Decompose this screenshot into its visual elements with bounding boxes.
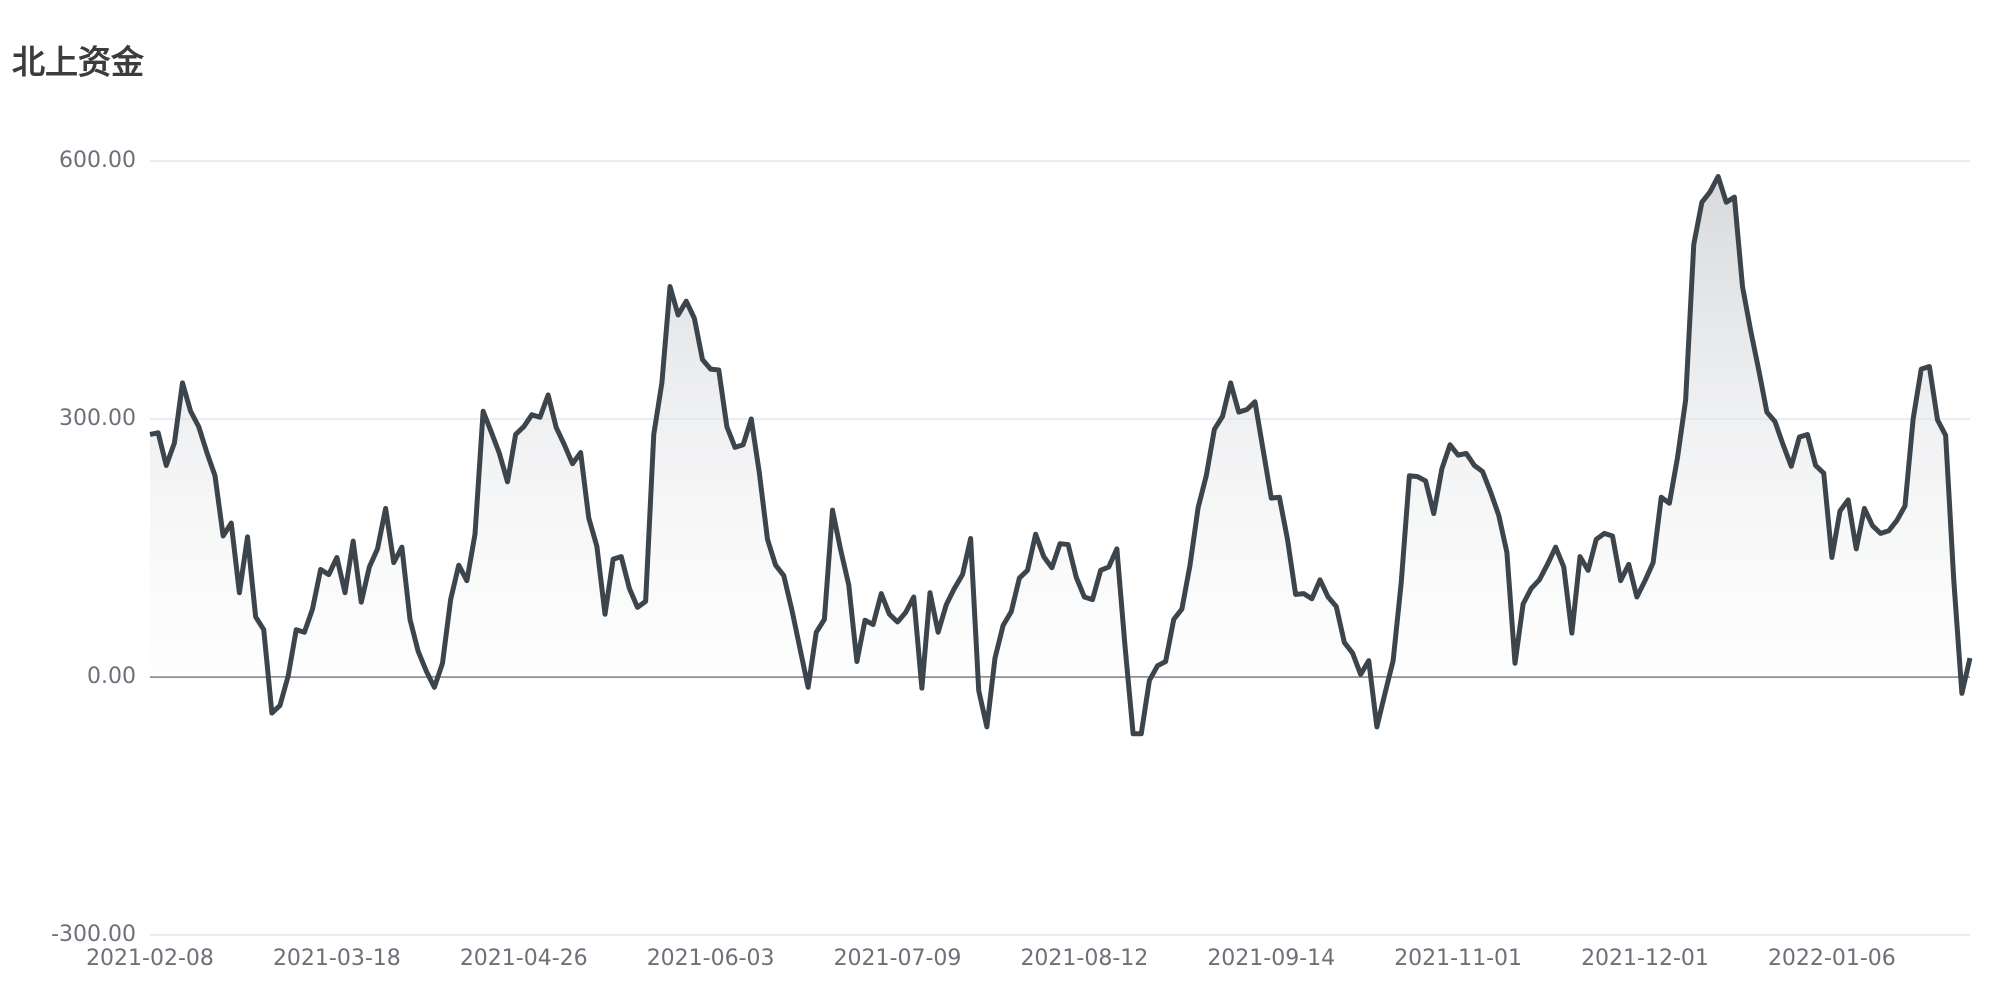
y-tick-label: 0.00 — [87, 664, 136, 689]
x-tick-label: 2021-08-12 — [1020, 946, 1148, 971]
x-tick-label: 2021-04-26 — [460, 946, 588, 971]
y-tick-label: 300.00 — [59, 406, 136, 431]
x-tick-label: 2021-11-01 — [1394, 946, 1522, 971]
x-tick-label: 2022-01-06 — [1768, 946, 1896, 971]
x-tick-label: 2021-02-08 — [86, 946, 214, 971]
x-tick-label: 2021-09-14 — [1207, 946, 1335, 971]
y-tick-label: 600.00 — [59, 148, 136, 173]
x-tick-label: 2021-12-01 — [1581, 946, 1709, 971]
x-tick-label: 2021-06-03 — [647, 946, 775, 971]
x-tick-label: 2021-03-18 — [273, 946, 401, 971]
area — [150, 176, 1970, 734]
chart-title: 北上资金 — [12, 43, 145, 82]
x-tick-label: 2021-07-09 — [834, 946, 962, 971]
line — [149, 173, 1973, 737]
y-tick-label: -300.00 — [51, 922, 136, 947]
